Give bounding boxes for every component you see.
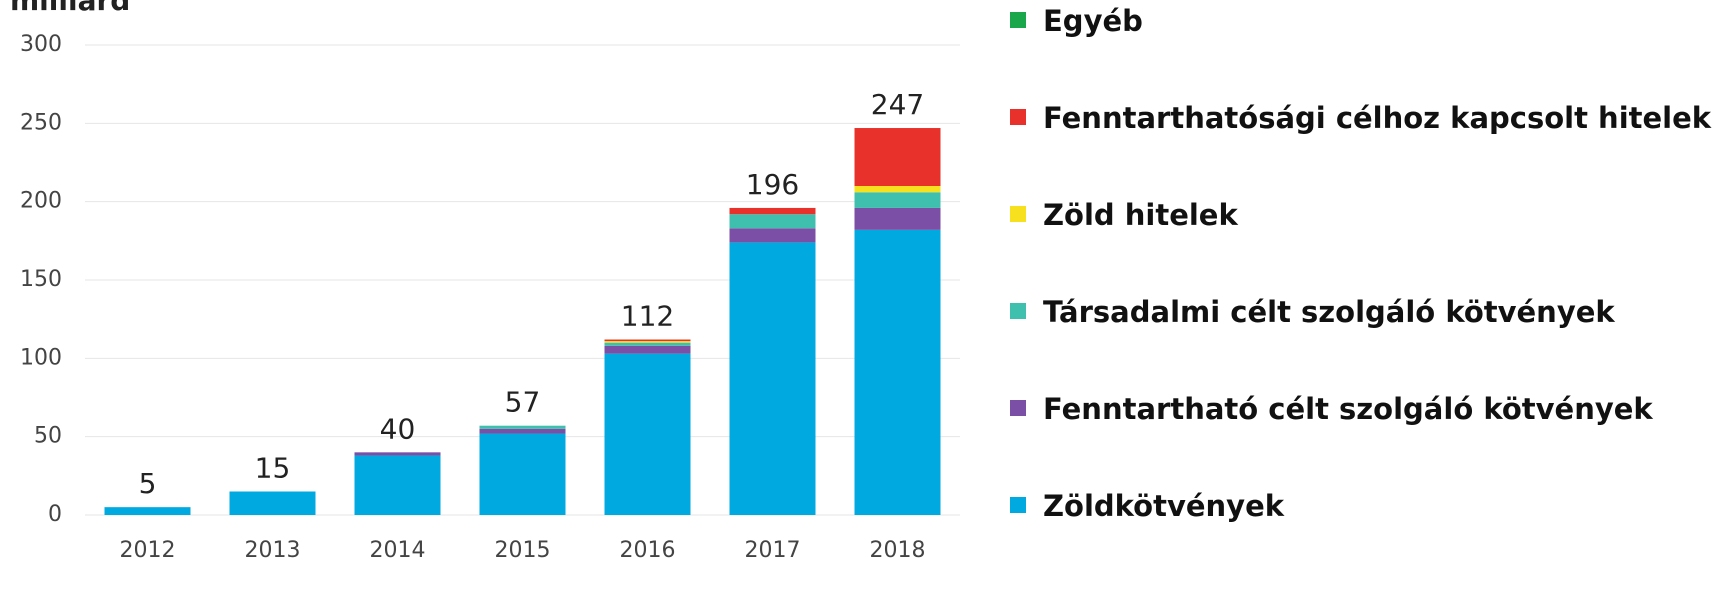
- bar-segment: [479, 433, 566, 515]
- y-tick-label: 100: [20, 345, 62, 370]
- y-tick-label: 0: [48, 502, 62, 527]
- bar-segment: [104, 507, 191, 515]
- x-tick-label: 2016: [620, 538, 676, 563]
- legend-label: Zöld hitelek: [1043, 198, 1238, 232]
- y-tick-label: 150: [20, 267, 62, 292]
- legend-swatch: [1010, 400, 1026, 416]
- x-tick-label: 2013: [245, 538, 301, 563]
- bar-segment: [229, 491, 316, 515]
- bar-segment: [729, 207, 816, 215]
- total-label: 57: [505, 386, 541, 419]
- legend-label: Zöldkötvények: [1043, 489, 1285, 523]
- y-tick-label: 50: [34, 424, 62, 449]
- bar-segment: [729, 242, 816, 515]
- legend-label: Fenntartható célt szolgáló kötvények: [1043, 392, 1653, 426]
- x-tick-label: 2012: [120, 538, 176, 563]
- bar-segment: [604, 339, 691, 342]
- y-tick-label: 300: [20, 32, 62, 57]
- y-tick-label: 250: [20, 110, 62, 135]
- bar-segment: [854, 207, 941, 230]
- x-tick-label: 2014: [370, 538, 426, 563]
- legend-label: Egyéb: [1043, 4, 1143, 38]
- bar-segment: [854, 186, 941, 193]
- legend-swatch: [1010, 12, 1026, 28]
- legend-label: Fenntarthatósági célhoz kapcsolt hitelek: [1043, 101, 1712, 135]
- total-label: 196: [746, 168, 799, 201]
- y-tick-label: 200: [20, 189, 62, 214]
- bar-segment: [729, 228, 816, 243]
- bar-segment: [854, 192, 941, 208]
- bar-segment: [729, 214, 816, 229]
- bar-segment: [854, 128, 941, 186]
- x-tick-label: 2018: [870, 538, 926, 563]
- bar-segment: [479, 428, 566, 434]
- legend-swatch: [1010, 303, 1026, 319]
- total-label: 5: [139, 467, 157, 500]
- legend-swatch: [1010, 206, 1026, 222]
- bar-segment: [604, 353, 691, 515]
- total-label: 247: [871, 88, 924, 121]
- x-tick-label: 2017: [745, 538, 801, 563]
- bar-segment: [604, 342, 691, 346]
- legend-label: Társadalmi célt szolgáló kötvények: [1043, 295, 1615, 329]
- bar-segment: [354, 452, 441, 456]
- total-label: 40: [380, 412, 416, 445]
- legend-swatch: [1010, 497, 1026, 513]
- bar-segment: [604, 345, 691, 354]
- bar-segment: [604, 341, 691, 343]
- x-tick-label: 2015: [495, 538, 551, 563]
- total-label: 15: [255, 452, 291, 485]
- legend-swatch: [1010, 109, 1026, 125]
- bar-segment: [854, 229, 941, 515]
- bar-segment: [479, 425, 566, 429]
- y-axis-label: milliárd: [10, 0, 130, 17]
- bar-segment: [354, 455, 441, 515]
- total-label: 112: [621, 300, 674, 333]
